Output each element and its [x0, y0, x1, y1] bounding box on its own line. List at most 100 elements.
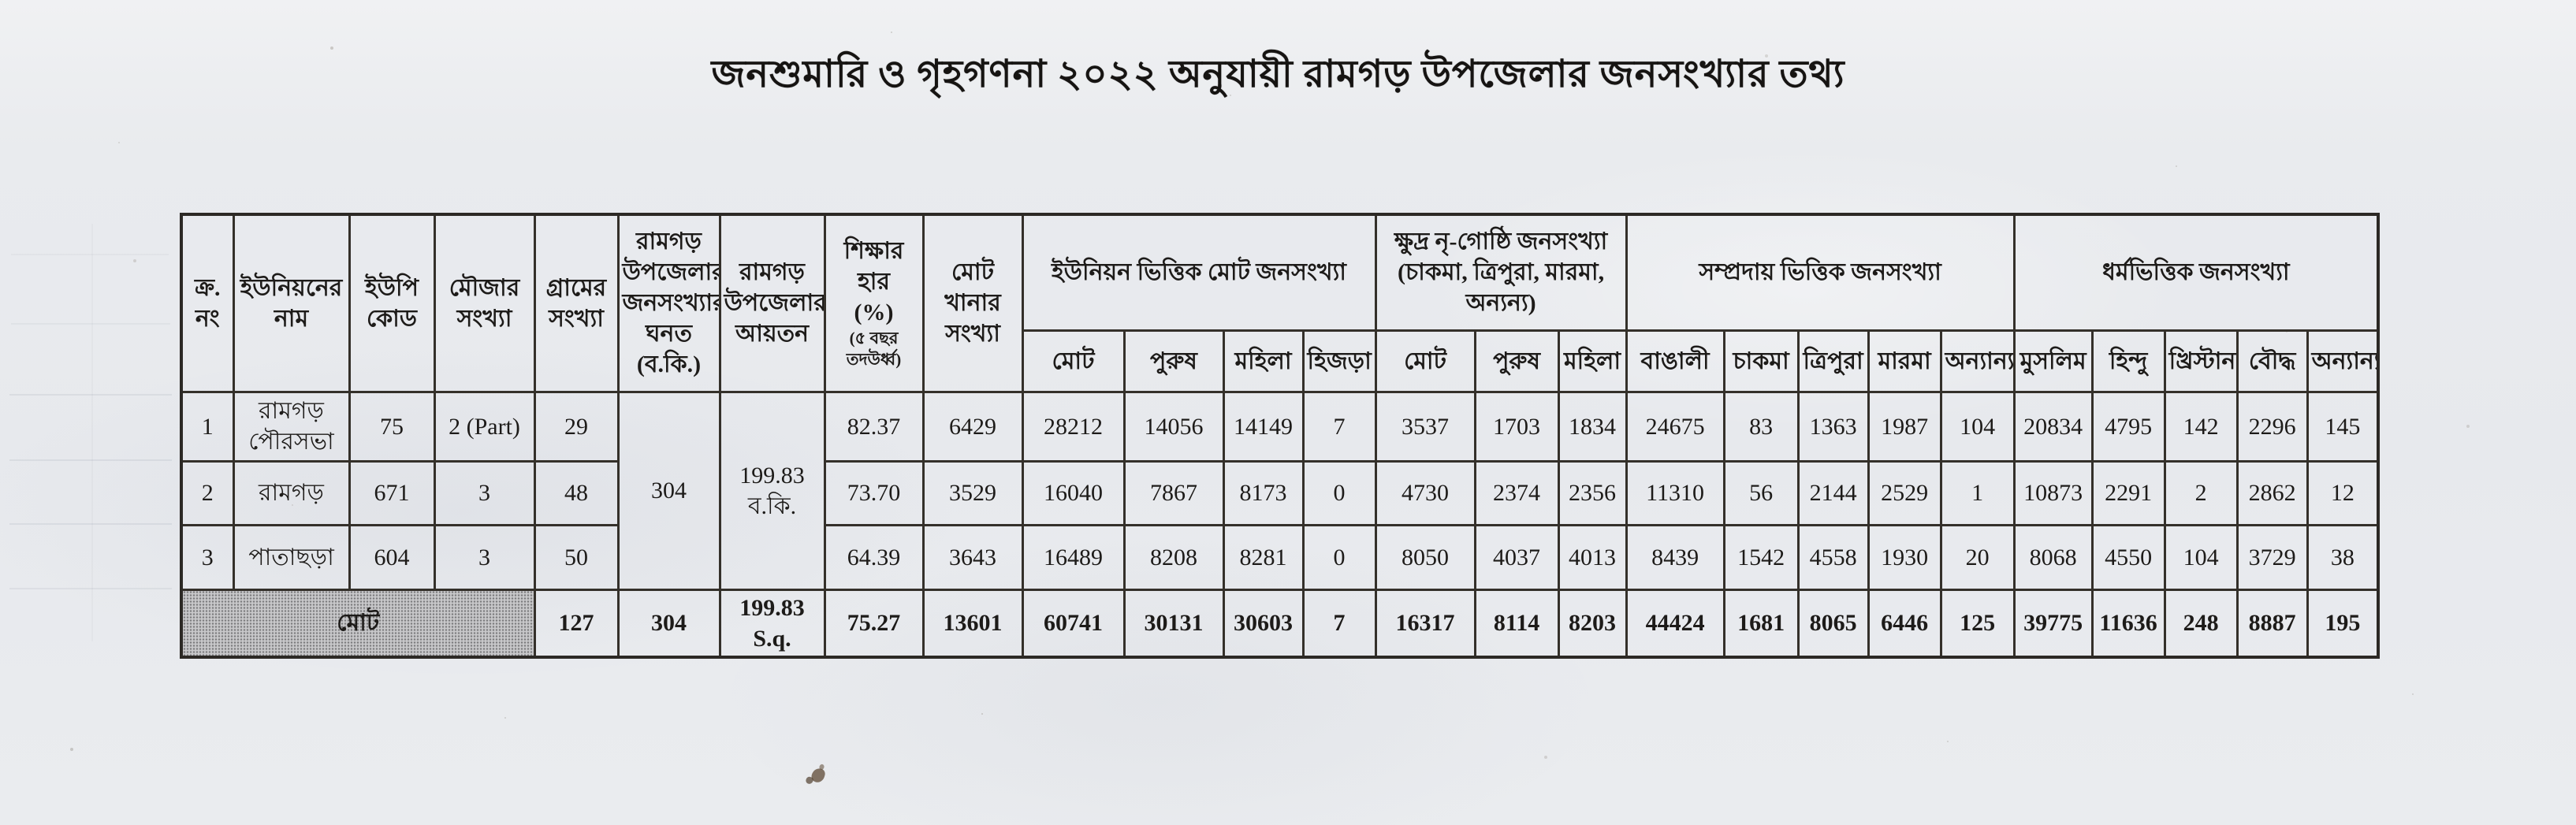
cell-community-bengali: 8439 [1625, 523, 1725, 591]
cell-religion-hindu: 4795 [2090, 390, 2166, 463]
header-literacy-line1: শিক্ষার হার [843, 237, 904, 295]
cell-village: 50 [533, 523, 620, 591]
header-literacy-line2: (%) [854, 299, 894, 325]
cell-community-marma: 2529 [1867, 459, 1942, 526]
sub-header-religion-buddhist: বৌদ্ধ [2235, 329, 2309, 393]
total-ethnic-total: 16317 [1374, 588, 1476, 658]
cell-up-code: 671 [348, 459, 436, 526]
cell-village: 29 [533, 390, 620, 463]
total-village: 127 [533, 588, 620, 658]
cell-religion-hindu: 2291 [2090, 459, 2166, 526]
cell-mouza: 3 [433, 523, 536, 591]
cell-community-tripura: 1363 [1796, 390, 1870, 463]
header-density: রামগড় উপজেলার জনসংখ্যার ঘনত (ব.কি.) [616, 213, 721, 393]
cell-union-male: 14056 [1122, 390, 1225, 463]
cell-community-bengali: 11310 [1625, 459, 1725, 526]
total-community-chakma: 1681 [1722, 588, 1800, 658]
sub-header-union-total: মোট [1021, 329, 1126, 393]
ink-smudge [810, 766, 827, 785]
cell-community-tripura: 4558 [1796, 523, 1870, 591]
sub-header-community-other: অন্যান্য [1939, 329, 2016, 393]
group-header-community-population: সম্প্রদায় ভিত্তিক জনসংখ্যা [1625, 213, 2016, 332]
cell-union-hijra: 0 [1301, 459, 1377, 526]
cell-union-total: 16489 [1021, 523, 1126, 591]
total-union-hijra: 7 [1301, 588, 1377, 658]
group-header-ethnic-population: ক্ষুদ্র নৃ-গোষ্ঠি জনসংখ্যা (চাকমা, ত্রিপ… [1374, 213, 1628, 332]
total-ethnic-male: 8114 [1473, 588, 1560, 658]
bleed-through-line [91, 224, 93, 641]
total-community-other: 125 [1939, 588, 2016, 658]
sub-header-ethnic-male: পুরুষ [1473, 329, 1560, 393]
total-ethnic-female: 8203 [1557, 588, 1628, 658]
cell-religion-muslim: 10873 [2012, 459, 2094, 526]
cell-union-hijra: 0 [1301, 523, 1377, 591]
total-religion-christian: 248 [2163, 588, 2239, 658]
cell-literacy: 82.37 [823, 390, 925, 463]
total-religion-hindu: 11636 [2090, 588, 2166, 658]
total-row: মোট 127 304 199.83 S.q. 75.27 13601 6074… [180, 588, 2380, 658]
sub-header-community-chakma: চাকমা [1722, 329, 1800, 393]
table-row: 3 পাতাছড়া 604 3 50 64.39 3643 16489 820… [180, 523, 2380, 591]
header-up-code: ইউপি কোড [348, 213, 436, 393]
bleed-through-line [11, 323, 170, 325]
sub-header-union-female: মহিলা [1222, 329, 1305, 393]
cell-households: 6429 [921, 390, 1024, 463]
cell-ethnic-female: 4013 [1557, 523, 1628, 591]
cell-village: 48 [533, 459, 620, 526]
bleed-through-line [9, 523, 172, 525]
cell-religion-muslim: 8068 [2012, 523, 2094, 591]
total-community-bengali: 44424 [1625, 588, 1725, 658]
page-title: জনশুমারি ও গৃহগণনা ২০২২ অনুযায়ী রামগড় … [711, 54, 1845, 95]
total-union-female: 30603 [1222, 588, 1305, 658]
cell-community-chakma: 83 [1722, 390, 1800, 463]
cell-community-other: 1 [1939, 459, 2016, 526]
sub-header-ethnic-total: মোট [1374, 329, 1476, 393]
cell-union-male: 8208 [1122, 523, 1225, 591]
header-area: রামগড় উপজেলার আয়তন [718, 213, 826, 393]
cell-ethnic-male: 4037 [1473, 523, 1560, 591]
cell-religion-buddhist: 2296 [2235, 390, 2309, 463]
cell-ethnic-male: 1703 [1473, 390, 1560, 463]
cell-ethnic-male: 2374 [1473, 459, 1560, 526]
cell-union-name: রামগড় [232, 459, 351, 526]
sub-header-religion-muslim: মুসলিম [2012, 329, 2094, 393]
cell-union-total: 16040 [1021, 459, 1126, 526]
group-header-union-population: ইউনিয়ন ভিত্তিক মোট জনসংখ্যা [1021, 213, 1377, 332]
cell-union-female: 8281 [1222, 523, 1305, 591]
sub-header-community-bengali: বাঙালী [1625, 329, 1725, 393]
cell-ethnic-female: 1834 [1557, 390, 1628, 463]
total-literacy: 75.27 [823, 588, 925, 658]
cell-ethnic-total: 8050 [1374, 523, 1476, 591]
cell-density-merged: 304 [616, 390, 721, 591]
total-religion-muslim: 39775 [2012, 588, 2094, 658]
cell-literacy: 64.39 [823, 523, 925, 591]
cell-religion-christian: 2 [2163, 459, 2239, 526]
cell-community-chakma: 56 [1722, 459, 1800, 526]
cell-literacy: 73.70 [823, 459, 925, 526]
cell-religion-christian: 104 [2163, 523, 2239, 591]
header-serial: ক্র. নং [180, 213, 235, 393]
cell-serial: 3 [180, 523, 235, 591]
cell-religion-christian: 142 [2163, 390, 2239, 463]
cell-ethnic-total: 3537 [1374, 390, 1476, 463]
table-row: 1 রামগড় পৌরসভা 75 2 (Part) 29 304 199.8… [180, 390, 2380, 591]
cell-up-code: 604 [348, 523, 436, 591]
cell-area-merged: 199.83 ব.কি. [718, 390, 826, 591]
cell-mouza: 2 (Part) [433, 390, 536, 463]
cell-union-total: 28212 [1021, 390, 1126, 463]
cell-union-hijra: 7 [1301, 390, 1377, 463]
cell-community-chakma: 1542 [1722, 523, 1800, 591]
cell-religion-buddhist: 3729 [2235, 523, 2309, 591]
cell-households: 3529 [921, 459, 1024, 526]
cell-religion-buddhist: 2862 [2235, 459, 2309, 526]
total-community-marma: 6446 [1867, 588, 1942, 658]
cell-serial: 1 [180, 390, 235, 463]
total-households: 13601 [921, 588, 1024, 658]
cell-religion-other: 12 [2306, 459, 2380, 526]
cell-religion-other: 38 [2306, 523, 2380, 591]
cell-religion-hindu: 4550 [2090, 523, 2166, 591]
sub-header-union-hijra: হিজড়া [1301, 329, 1377, 393]
sub-header-community-tripura: ত্রিপুরা [1796, 329, 1870, 393]
cell-community-other: 104 [1939, 390, 2016, 463]
cell-community-other: 20 [1939, 523, 2016, 591]
